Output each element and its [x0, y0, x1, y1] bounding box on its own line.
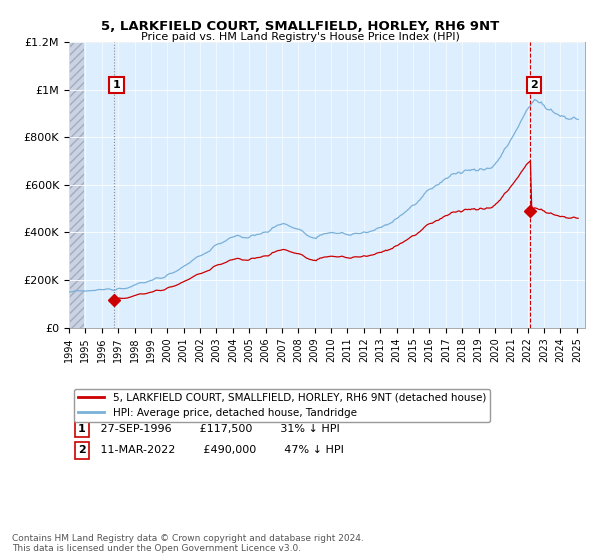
Bar: [69, 42, 84, 328]
Text: 11-MAR-2022        £490,000        47% ↓ HPI: 11-MAR-2022 £490,000 47% ↓ HPI: [89, 445, 344, 455]
Text: 1: 1: [113, 80, 121, 90]
Text: 2: 2: [78, 445, 86, 455]
Text: 1: 1: [78, 424, 86, 434]
Text: 5, LARKFIELD COURT, SMALLFIELD, HORLEY, RH6 9NT: 5, LARKFIELD COURT, SMALLFIELD, HORLEY, …: [101, 20, 499, 32]
Text: 27-SEP-1996        £117,500        31% ↓ HPI: 27-SEP-1996 £117,500 31% ↓ HPI: [89, 424, 340, 434]
Legend: 5, LARKFIELD COURT, SMALLFIELD, HORLEY, RH6 9NT (detached house), HPI: Average p: 5, LARKFIELD COURT, SMALLFIELD, HORLEY, …: [74, 389, 490, 422]
Text: Contains HM Land Registry data © Crown copyright and database right 2024.
This d: Contains HM Land Registry data © Crown c…: [12, 534, 364, 553]
Text: Price paid vs. HM Land Registry's House Price Index (HPI): Price paid vs. HM Land Registry's House …: [140, 32, 460, 43]
Text: 2: 2: [530, 80, 538, 90]
